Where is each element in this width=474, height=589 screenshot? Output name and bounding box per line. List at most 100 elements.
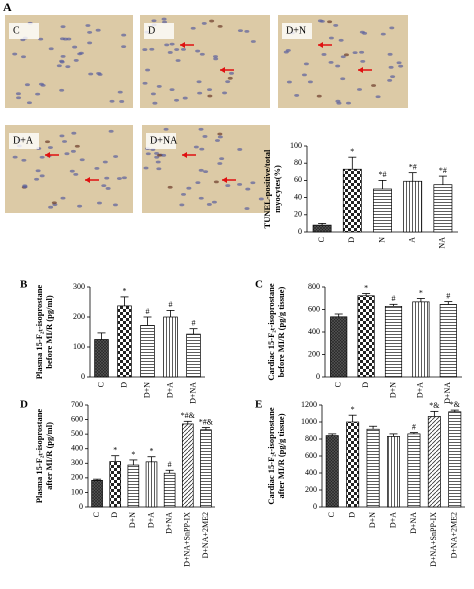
y-tick-label: 100 <box>73 342 85 351</box>
nucleus <box>195 181 201 185</box>
y-tick-label: 80 <box>294 158 302 167</box>
bar <box>163 472 176 508</box>
nucleus <box>321 53 327 56</box>
error-bar <box>97 332 106 340</box>
nucleus <box>72 45 78 49</box>
nucleus <box>71 131 77 135</box>
error-bar <box>416 298 425 302</box>
nucleus <box>51 201 57 205</box>
error-bar <box>165 469 174 474</box>
x-tick-label: C <box>96 382 105 387</box>
image-label: C <box>13 25 20 36</box>
nucleus <box>85 24 91 27</box>
nucleus <box>396 61 402 65</box>
x-tick-label: D+NA <box>443 382 452 404</box>
nucleus <box>237 148 243 151</box>
nucleus <box>211 200 217 204</box>
y-axis-label: after MI/R (pg/ml) <box>44 422 54 490</box>
x-tick-label: D+NA+SnPP-IX <box>183 512 192 567</box>
y-axis-label: after MI/R (pg/g tissue) <box>276 413 286 498</box>
nucleus <box>121 45 127 49</box>
nucleus <box>193 145 199 149</box>
nucleus <box>387 78 393 82</box>
annotation: * <box>364 283 368 292</box>
bar <box>407 433 421 508</box>
arrow-head <box>180 42 185 48</box>
annotation: *#& <box>199 417 214 426</box>
x-tick-label: C <box>317 237 326 242</box>
nucleus <box>258 197 264 201</box>
nucleus <box>196 80 202 84</box>
nucleus <box>206 203 212 206</box>
nucleus <box>59 134 65 138</box>
x-tick-label: D <box>110 512 119 518</box>
y-tick-label: 60 <box>294 175 302 184</box>
x-tick-label: D+NA+2ME2 <box>450 512 459 558</box>
nucleus <box>237 183 243 186</box>
nucleus <box>169 42 175 46</box>
nucleus <box>142 48 148 51</box>
nucleus <box>34 177 40 181</box>
nucleus <box>307 80 313 84</box>
bar <box>342 168 362 233</box>
nucleus <box>150 92 156 96</box>
x-tick-label: D <box>119 382 128 388</box>
nucleus <box>73 172 79 176</box>
x-tick-label: D+N <box>388 382 397 398</box>
nucleus <box>152 101 158 105</box>
nucleus <box>328 60 334 64</box>
nucleus <box>195 49 201 53</box>
y-axis-label: before MI/R (pg/ml) <box>44 295 54 369</box>
bar <box>181 423 194 508</box>
y-tick-label: 1000 <box>301 417 317 426</box>
error-bar <box>189 328 198 335</box>
nucleus <box>245 187 251 191</box>
x-tick-label: D+A <box>388 512 397 528</box>
arrow-head <box>358 67 363 73</box>
bar <box>117 305 132 378</box>
nucleus <box>60 196 66 200</box>
y-tick-label: 200 <box>308 349 320 358</box>
nucleus <box>95 28 101 32</box>
y-tick-label: 600 <box>308 304 320 313</box>
nucleus <box>180 192 186 196</box>
image-label: D+A <box>13 135 34 146</box>
nucleus <box>217 162 223 165</box>
nucleus <box>174 48 180 51</box>
nucleus <box>39 174 45 178</box>
nucleus <box>12 155 18 159</box>
nucleus <box>387 52 393 56</box>
y-tick-label: 0 <box>316 372 320 381</box>
nucleus <box>228 71 234 75</box>
nucleus <box>327 20 333 24</box>
nucleus <box>335 64 341 68</box>
y-tick-label: 800 <box>305 434 317 443</box>
y-tick-label: 600 <box>71 414 83 423</box>
panel-letter: A <box>3 0 12 14</box>
nucleus <box>362 31 368 35</box>
nucleus <box>87 41 93 45</box>
nucleus <box>162 20 168 24</box>
error-bar <box>444 301 453 305</box>
x-tick-label: D+NA <box>409 512 418 534</box>
nucleus <box>213 180 219 184</box>
nucleus <box>59 88 65 92</box>
bar <box>373 188 392 233</box>
x-tick-label: C <box>92 512 101 517</box>
arrow-head <box>222 177 227 183</box>
x-tick-label: D+NA <box>188 382 197 404</box>
y-axis-label: Plasma 15-F₂ₜ-isoprostane <box>34 285 44 380</box>
y-tick-label: 700 <box>71 400 83 409</box>
error-bar <box>430 410 439 417</box>
nucleus <box>283 50 289 54</box>
label-box <box>282 23 312 39</box>
nucleus <box>145 68 151 72</box>
annotation: *# <box>409 162 417 171</box>
error-bar <box>438 175 447 185</box>
y-tick-label: 200 <box>71 473 83 482</box>
annotation: * <box>350 147 354 156</box>
error-bar <box>450 409 459 412</box>
y-tick-label: 0 <box>81 372 85 381</box>
y-tick-label: 800 <box>308 282 320 291</box>
error-bar <box>408 172 417 182</box>
